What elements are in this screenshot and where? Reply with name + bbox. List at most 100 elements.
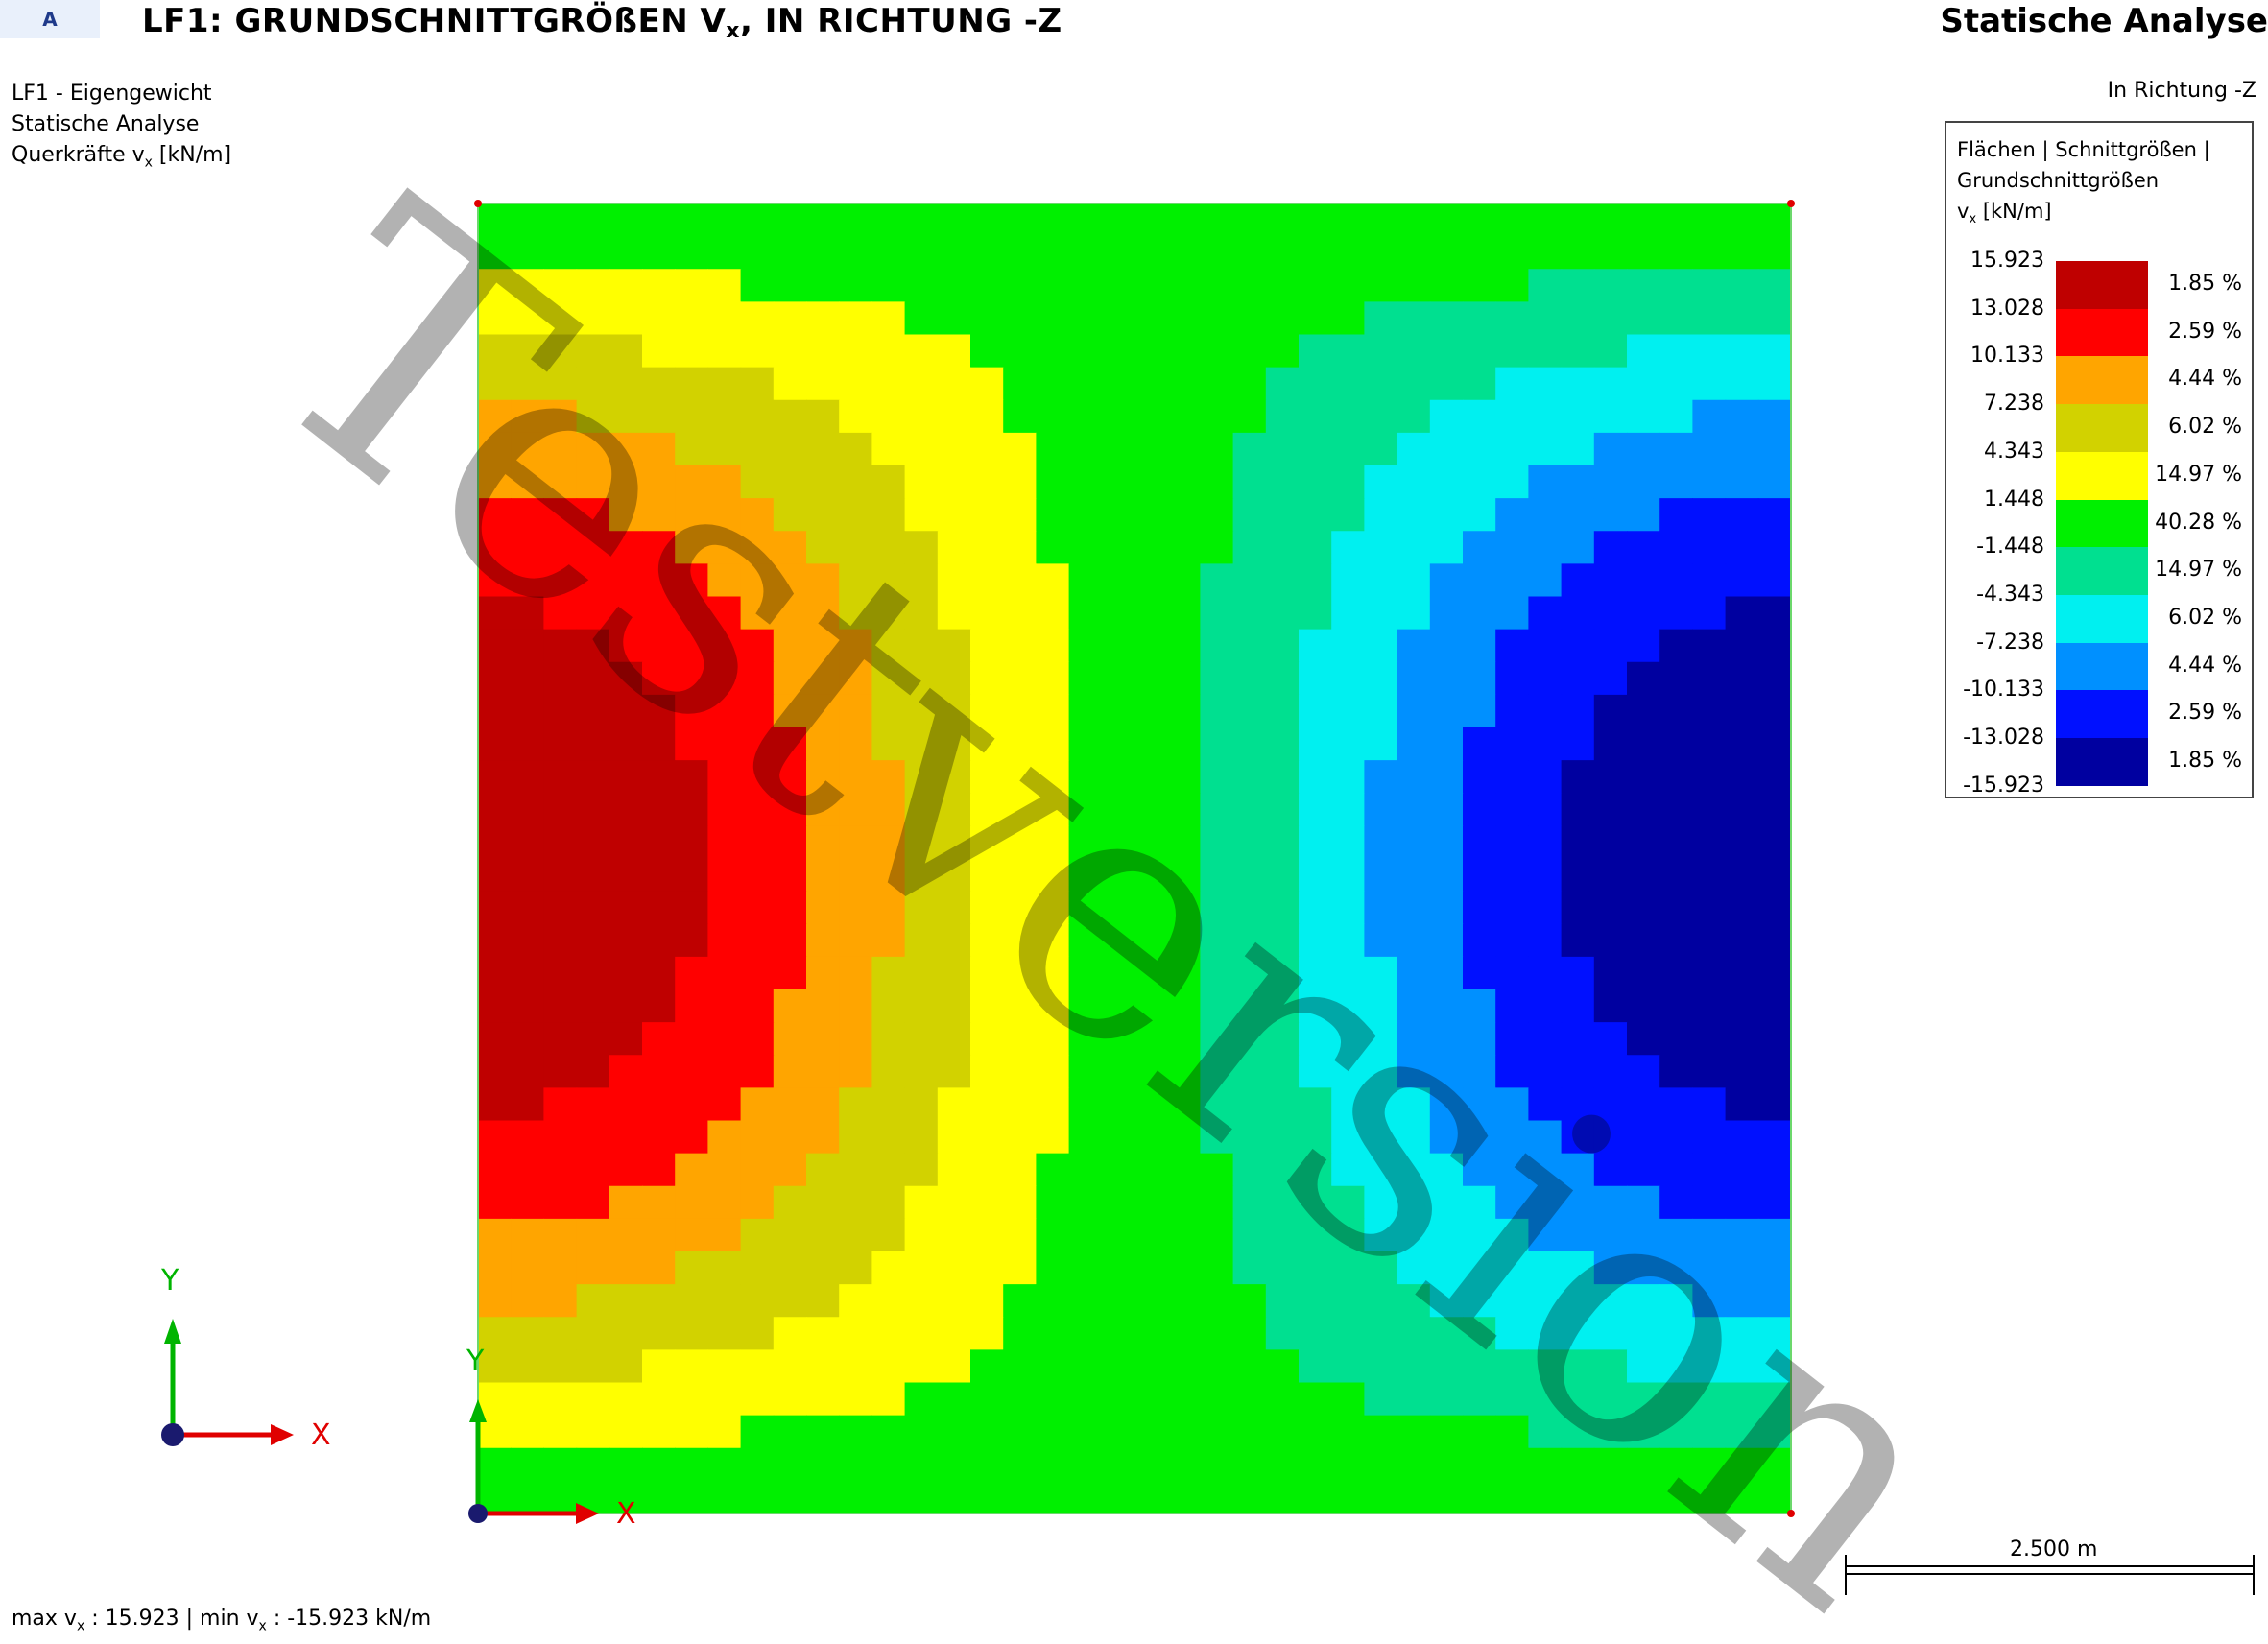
contour-cell <box>1003 1022 1037 1056</box>
contour-cell <box>1299 727 1332 761</box>
contour-cell <box>1429 989 1464 1023</box>
contour-cell <box>543 531 578 564</box>
contour-cell <box>1495 1055 1529 1088</box>
contour-cell <box>1495 465 1529 499</box>
contour-cell <box>478 727 512 761</box>
contour-cell <box>1036 1022 1070 1056</box>
contour-cell <box>576 629 610 663</box>
contour-cell <box>904 1218 939 1252</box>
contour-cell <box>1167 1415 1201 1449</box>
contour-cell <box>511 1218 544 1252</box>
contour-cell <box>839 1087 872 1122</box>
contour-cell <box>1265 727 1300 761</box>
contour-cell <box>1068 465 1103 499</box>
contour-cell <box>478 1382 512 1417</box>
contour-cell <box>1200 1120 1234 1155</box>
contour-cell <box>1561 989 1595 1023</box>
contour-cell <box>707 1284 742 1318</box>
contour-cell <box>1299 203 1332 237</box>
contour-cell <box>707 432 742 466</box>
contour-cell <box>806 563 840 598</box>
contour-cell <box>839 956 872 990</box>
view-tab[interactable]: A <box>0 0 100 38</box>
contour-cell <box>1692 203 1727 237</box>
contour-cell <box>1593 1480 1628 1514</box>
contour-cell <box>740 661 775 696</box>
contour-cell <box>773 661 807 696</box>
contour-cell <box>576 1218 610 1252</box>
contour-cell <box>543 891 578 925</box>
contour-cell <box>871 989 906 1023</box>
contour-cell <box>1757 661 1792 696</box>
contour-cell <box>543 1349 578 1384</box>
contour-cell <box>1232 1415 1267 1449</box>
contour-cell <box>1397 596 1431 631</box>
contour-cell <box>1593 1055 1628 1088</box>
contour-cell <box>1463 367 1496 401</box>
contour-cell <box>806 793 840 826</box>
contour-cell <box>1134 1382 1168 1417</box>
contour-cell <box>970 1480 1004 1514</box>
contour-cell <box>1757 858 1792 893</box>
contour-cell <box>1397 1120 1431 1155</box>
contour-cell <box>1659 334 1693 369</box>
contour-cell <box>1429 334 1464 369</box>
contour-cell <box>1299 793 1332 826</box>
contour-cell <box>1036 727 1070 761</box>
contour-cell <box>1725 203 1759 237</box>
contour-cell <box>1232 531 1267 564</box>
contour-cell <box>970 1087 1004 1122</box>
contour-cell <box>1101 1120 1135 1155</box>
contour-cell <box>904 1349 939 1384</box>
contour-cell <box>1627 498 1660 532</box>
contour-cell <box>839 596 872 631</box>
contour-cell <box>1331 563 1365 598</box>
contour-cell <box>740 1218 775 1252</box>
contour-cell <box>740 1382 775 1417</box>
contour-cell <box>1265 661 1300 696</box>
contour-cell <box>839 1218 872 1252</box>
contour-cell <box>1265 793 1300 826</box>
contour-cell <box>1101 727 1135 761</box>
contour-cell <box>642 760 676 794</box>
contour-cell <box>1561 923 1595 958</box>
contour-cell <box>511 1022 544 1056</box>
local-y-label: Y <box>466 1345 485 1378</box>
contour-cell <box>642 661 676 696</box>
contour-cell <box>642 694 676 728</box>
contour-cell <box>1134 498 1168 532</box>
contour-cell <box>675 629 708 663</box>
contour-cell <box>806 334 840 369</box>
contour-cell <box>478 334 512 369</box>
contour-cell <box>1757 1087 1792 1122</box>
contour-cell <box>1757 760 1792 794</box>
contour-cell <box>806 301 840 336</box>
contour-cell <box>576 301 610 336</box>
contour-cell <box>937 203 971 237</box>
contour-cell <box>839 432 872 466</box>
contour-cell <box>1692 727 1727 761</box>
contour-cell <box>576 923 610 958</box>
contour-cell <box>1593 1415 1628 1449</box>
contour-cell <box>707 1185 742 1220</box>
contour-cell <box>1200 891 1234 925</box>
contour-cell <box>1429 825 1464 860</box>
contour-cell <box>1101 793 1135 826</box>
contour-cell <box>1036 760 1070 794</box>
contour-cell <box>1331 301 1365 336</box>
contour-cell <box>1167 1480 1201 1514</box>
contour-cell <box>1232 1317 1267 1350</box>
contour-cell <box>1528 563 1563 598</box>
contour-cell <box>937 1349 971 1384</box>
contour-cell <box>740 596 775 631</box>
contour-cell <box>609 531 643 564</box>
contour-cell <box>707 825 742 860</box>
contour-cell <box>1429 465 1464 499</box>
contour-cell <box>839 923 872 958</box>
contour-cell <box>478 367 512 401</box>
contour-cell <box>1725 1022 1759 1056</box>
contour-cell <box>707 1055 742 1088</box>
legend-percentage: 4.44 % <box>2168 367 2242 392</box>
contour-cell <box>1593 727 1628 761</box>
contour-cell <box>1299 825 1332 860</box>
